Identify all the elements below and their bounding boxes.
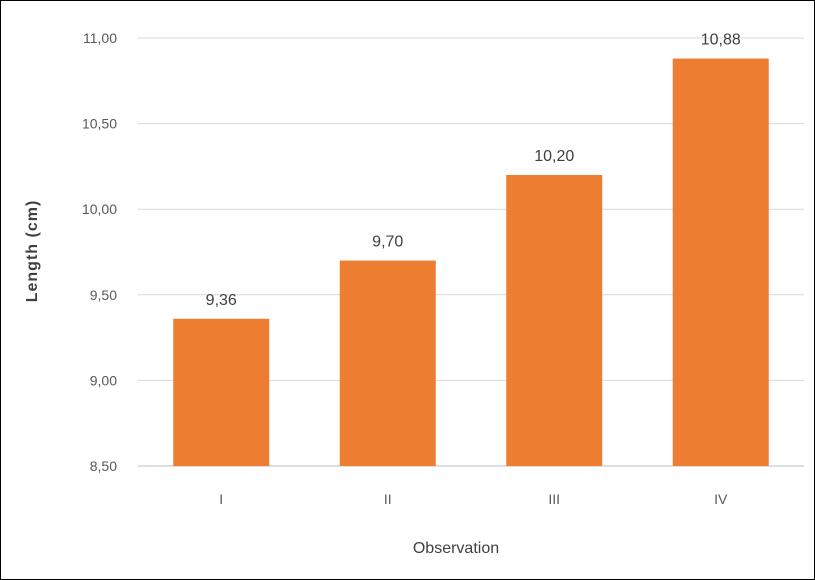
- y-tick-label: 10,00: [82, 201, 117, 217]
- data-label: 9,36: [206, 292, 237, 309]
- y-axis-title: Length (cm): [24, 200, 41, 303]
- bars: [173, 58, 769, 466]
- y-tick-label: 10,50: [82, 116, 117, 132]
- data-labels: 9,36 9,70 10,20 10,88: [206, 32, 741, 309]
- y-tick-labels: 8,50 9,00 9,50 10,00 10,50 11,00: [82, 30, 117, 474]
- bar-ii: [339, 260, 436, 466]
- data-label: 9,70: [372, 234, 403, 251]
- y-tick-label: 8,50: [90, 458, 117, 474]
- data-label: 10,20: [534, 148, 574, 165]
- y-tick-label: 9,50: [90, 287, 117, 303]
- bar-iii: [506, 174, 603, 466]
- x-tick-label: III: [548, 491, 560, 507]
- x-axis-title: Observation: [413, 540, 499, 557]
- x-tick-label: IV: [714, 491, 728, 507]
- data-label: 10,88: [701, 32, 741, 49]
- x-tick-label: I: [219, 491, 223, 507]
- bar-iv: [672, 58, 769, 466]
- y-tick-label: 11,00: [83, 30, 117, 46]
- bar-i: [173, 318, 270, 466]
- x-tick-labels: I II III IV: [219, 491, 728, 507]
- y-tick-label: 9,00: [90, 372, 117, 388]
- x-tick-label: II: [384, 491, 392, 507]
